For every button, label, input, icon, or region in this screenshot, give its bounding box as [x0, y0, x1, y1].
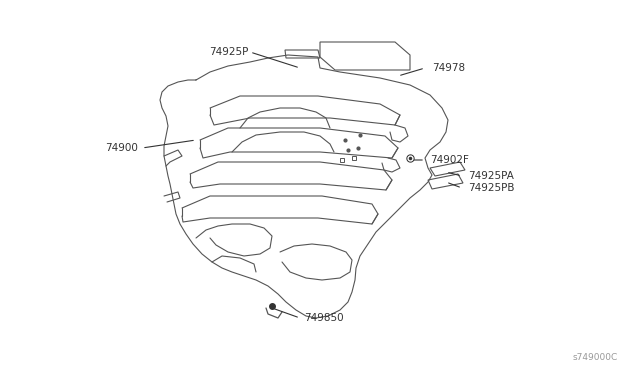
Text: 74925PA: 74925PA [468, 171, 514, 181]
Text: 749850: 749850 [304, 313, 344, 323]
Text: 74978: 74978 [432, 63, 465, 73]
Text: s749000C: s749000C [573, 353, 618, 362]
Text: 74925P: 74925P [209, 47, 248, 57]
Text: 74902F: 74902F [430, 155, 469, 165]
Text: 74925PB: 74925PB [468, 183, 515, 193]
Text: 74900: 74900 [105, 143, 138, 153]
